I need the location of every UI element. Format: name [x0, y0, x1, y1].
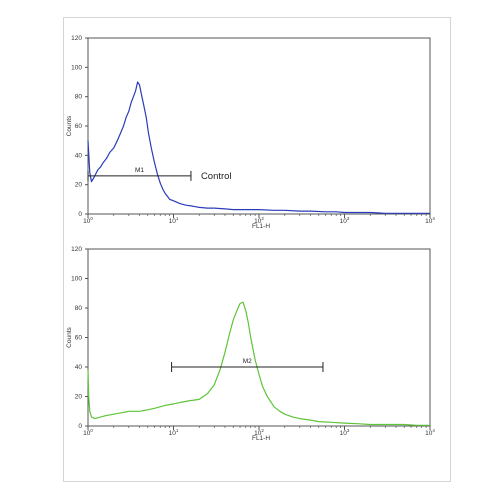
histogram-series-2: [87, 301, 430, 426]
y-tick-label: 20: [75, 182, 83, 189]
x-tick-label: 104: [425, 428, 435, 437]
x-tick-label: 103: [340, 216, 350, 225]
x-tick-label: 102: [254, 216, 264, 225]
y-tick-label: 120: [71, 35, 82, 42]
marker-label: M2: [243, 358, 252, 365]
x-tick-label: 100: [83, 216, 93, 225]
y-tick-label: 80: [75, 305, 83, 312]
y-tick-label: 40: [75, 364, 83, 371]
y-tick-label: 80: [75, 94, 83, 101]
x-tick-label: 102: [254, 428, 264, 437]
x-tick-label: 104: [425, 216, 435, 225]
plot-area-2: [87, 248, 431, 427]
y-tick-label: 100: [71, 276, 82, 283]
y-axis-label: Counts: [66, 115, 73, 136]
y-tick-label: 120: [71, 246, 82, 253]
y-tick-label: 60: [75, 123, 83, 130]
y-tick-label: 100: [71, 64, 82, 71]
x-tick-label: 103: [340, 428, 350, 437]
plot-area-1: [87, 37, 431, 215]
histogram-series-1: [87, 81, 430, 214]
x-tick-label: 100: [83, 428, 93, 437]
y-tick-label: 20: [75, 394, 83, 401]
y-tick-label: 40: [75, 152, 83, 159]
x-axis-label: FL1-H: [252, 223, 270, 230]
y-tick-label: 60: [75, 335, 83, 342]
y-tick-label: 0: [78, 423, 82, 430]
control-annotation: Control: [201, 171, 232, 182]
x-tick-label: 101: [169, 428, 179, 437]
y-tick-label: 0: [78, 211, 82, 218]
y-axis-label: Counts: [66, 326, 73, 347]
marker-label: M1: [135, 167, 144, 174]
x-tick-label: 101: [169, 216, 179, 225]
x-axis-label: FL1-H: [252, 435, 270, 442]
